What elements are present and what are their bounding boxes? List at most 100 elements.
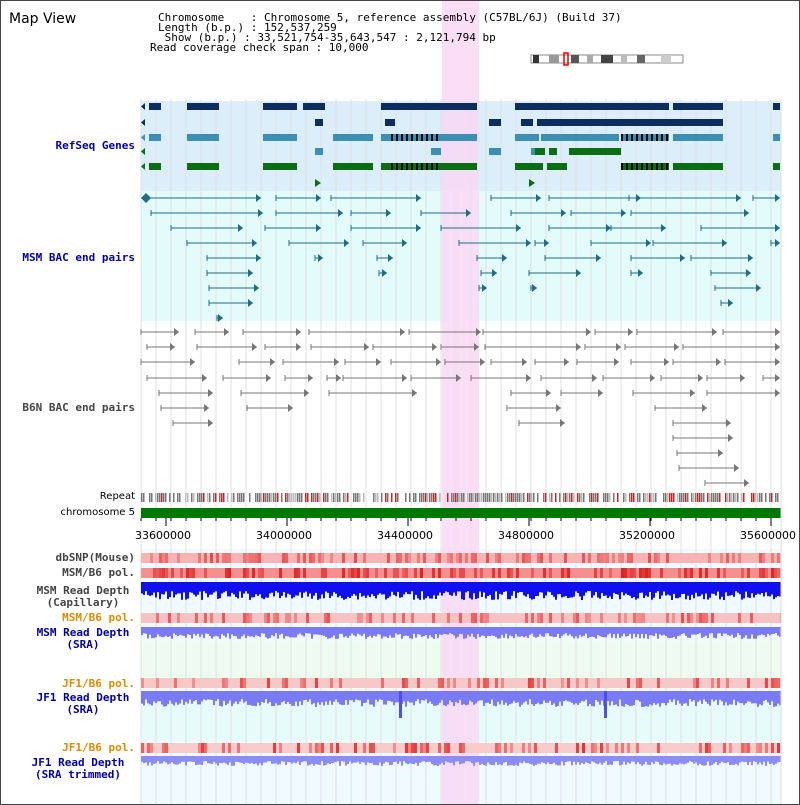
depth-bar bbox=[447, 756, 449, 763]
repeat-feature bbox=[647, 493, 649, 502]
repeat-feature bbox=[157, 493, 159, 502]
heat-cell bbox=[408, 743, 411, 753]
depth-bar bbox=[463, 756, 465, 764]
depth-bar bbox=[637, 627, 639, 635]
depth-bar bbox=[157, 756, 159, 762]
depth-bar bbox=[407, 627, 409, 636]
track-label-jf1-pol[interactable]: JF1/B6 pol. bbox=[62, 677, 135, 690]
track-label-msm-bac[interactable]: MSM BAC end pairs bbox=[22, 251, 135, 264]
depth-bar bbox=[155, 582, 157, 598]
depth-bar bbox=[511, 582, 513, 596]
depth-bar bbox=[755, 756, 757, 762]
depth-bar bbox=[245, 627, 247, 639]
repeat-feature bbox=[261, 493, 263, 502]
depth-bar bbox=[153, 691, 155, 702]
depth-bar bbox=[563, 582, 565, 597]
gene-exon bbox=[149, 163, 161, 170]
depth-bar bbox=[377, 691, 379, 702]
depth-spike bbox=[604, 691, 607, 718]
repeat-feature bbox=[543, 493, 545, 502]
track-label-msm-depth-sra[interactable]: MSM Read Depth (SRA) bbox=[31, 627, 135, 651]
gene-exon bbox=[187, 103, 219, 110]
depth-bar bbox=[675, 582, 677, 599]
heat-cell bbox=[756, 743, 759, 753]
depth-bar bbox=[571, 627, 573, 637]
heat-cell bbox=[462, 568, 465, 578]
depth-bar bbox=[759, 756, 761, 763]
depth-bar bbox=[229, 582, 231, 597]
track-label-dbsnp[interactable]: dbSNP(Mouse) bbox=[55, 551, 135, 564]
repeat-feature bbox=[317, 493, 319, 502]
depth-bar bbox=[687, 691, 689, 706]
track-label-refseq[interactable]: RefSeq Genes bbox=[55, 139, 135, 152]
repeat-feature bbox=[265, 493, 267, 502]
track-label-jf1-depth-trimmed[interactable]: JF1 Read Depth (SRA trimmed) bbox=[21, 757, 135, 781]
depth-bar bbox=[431, 691, 433, 704]
depth-bar bbox=[613, 627, 615, 635]
track-label-msm-pol[interactable]: MSM/B6 pol. bbox=[62, 566, 135, 579]
depth-bar bbox=[255, 756, 257, 764]
depth-bar bbox=[387, 627, 389, 638]
depth-bar bbox=[465, 756, 467, 762]
depth-bar bbox=[253, 756, 255, 765]
gene-exon bbox=[411, 134, 413, 141]
gene-exon bbox=[187, 134, 219, 141]
depth-bar bbox=[297, 627, 299, 635]
depth-bar bbox=[331, 756, 333, 763]
depth-bar bbox=[149, 627, 151, 635]
depth-bar bbox=[707, 582, 709, 600]
repeat-feature bbox=[471, 493, 473, 502]
track-label-msm-pol-2[interactable]: MSM/B6 pol. bbox=[62, 611, 135, 624]
depth-bar bbox=[507, 627, 509, 639]
heat-cell bbox=[246, 553, 249, 563]
heat-cell bbox=[204, 553, 207, 563]
heat-cell bbox=[342, 568, 345, 578]
depth-bar bbox=[555, 627, 557, 637]
depth-bar bbox=[383, 691, 385, 705]
heat-cell bbox=[471, 613, 474, 623]
depth-bar bbox=[289, 691, 291, 704]
depth-bar bbox=[151, 627, 153, 639]
heat-cell bbox=[549, 568, 552, 578]
depth-bar bbox=[669, 582, 671, 596]
depth-bar bbox=[647, 756, 649, 765]
heat-cell bbox=[582, 553, 585, 563]
depth-bar bbox=[413, 627, 415, 634]
bac-pair-end bbox=[266, 374, 271, 382]
repeat-feature bbox=[143, 493, 145, 502]
repeat-feature bbox=[765, 493, 767, 502]
depth-bar bbox=[219, 627, 221, 639]
repeat-feature bbox=[173, 493, 175, 502]
repeat-feature bbox=[185, 493, 187, 502]
depth-bar bbox=[439, 582, 441, 593]
depth-bar bbox=[651, 691, 653, 706]
depth-bar bbox=[469, 582, 471, 599]
depth-bar bbox=[755, 582, 757, 595]
depth-bar bbox=[489, 627, 491, 636]
depth-bar bbox=[619, 691, 621, 700]
depth-bar bbox=[323, 582, 325, 599]
depth-bar bbox=[249, 582, 251, 600]
depth-bar bbox=[753, 691, 755, 704]
track-label-jf1-depth-sra[interactable]: JF1 Read Depth (SRA) bbox=[31, 692, 135, 716]
depth-bar bbox=[191, 582, 193, 593]
depth-bar bbox=[657, 691, 659, 704]
heat-cell bbox=[630, 568, 633, 578]
depth-bar bbox=[681, 582, 683, 594]
depth-bar bbox=[377, 627, 379, 635]
depth-bar bbox=[759, 627, 761, 636]
heat-cell bbox=[723, 743, 726, 753]
track-label-b6n-bac[interactable]: B6N BAC end pairs bbox=[22, 401, 135, 414]
depth-bar bbox=[455, 756, 457, 762]
track-label-msm-depth-capillary[interactable]: MSM Read Depth (Capillary) bbox=[31, 585, 135, 609]
repeat-feature bbox=[603, 493, 605, 502]
repeat-feature bbox=[507, 493, 509, 502]
depth-bar bbox=[651, 582, 653, 600]
depth-bar bbox=[565, 582, 567, 596]
depth-bar bbox=[735, 627, 737, 637]
track-label-jf1-pol-2[interactable]: JF1/B6 pol. bbox=[62, 741, 135, 754]
heat-cell bbox=[540, 613, 543, 623]
bac-pair-end bbox=[756, 284, 761, 292]
depth-bar bbox=[495, 582, 497, 592]
